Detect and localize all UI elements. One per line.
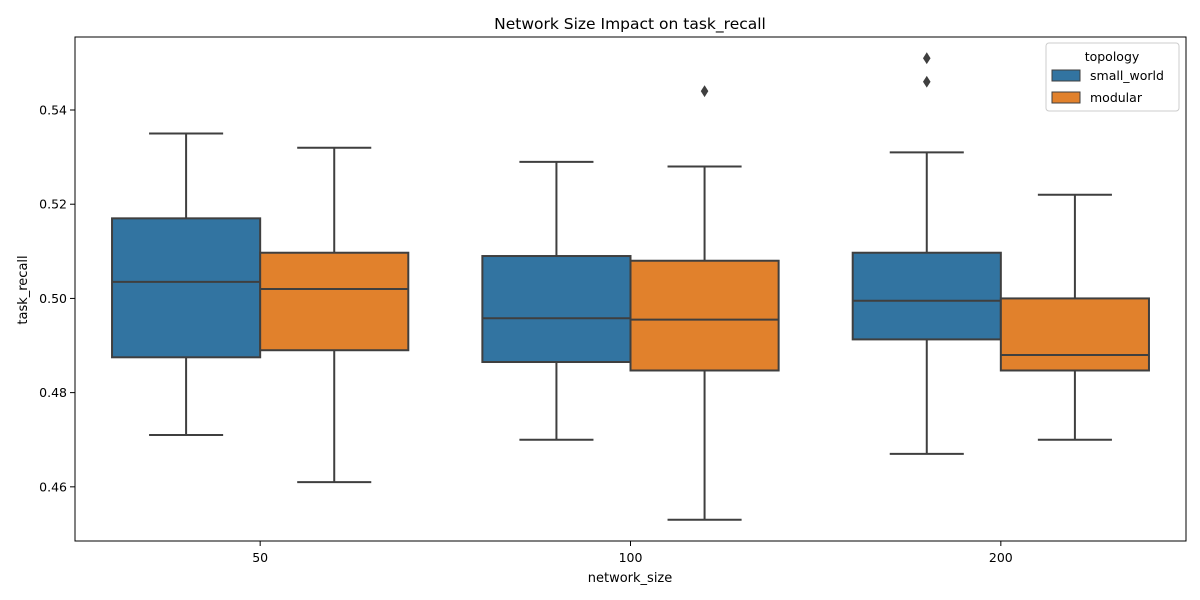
box-group-modular-50 <box>259 146 410 484</box>
y-tick-label: 0.54 <box>39 103 67 118</box>
outlier-point <box>922 75 931 88</box>
box-iqr <box>259 251 410 352</box>
plot-area <box>111 52 1150 521</box>
y-tick-label: 0.46 <box>39 479 67 494</box>
box-iqr <box>111 217 262 359</box>
box-group-small_world-100 <box>481 160 632 441</box>
box-iqr <box>481 255 632 364</box>
box-iqr <box>999 297 1150 372</box>
box-group-modular-200 <box>999 193 1150 441</box>
legend-label-small_world: small_world <box>1090 68 1164 83</box>
legend-label-modular: modular <box>1090 90 1143 105</box>
outlier-point <box>922 52 931 65</box>
y-tick-label: 0.50 <box>39 291 67 306</box>
box-iqr <box>629 259 780 372</box>
box-group-modular-100 <box>629 85 780 521</box>
y-axis-label: task_recall <box>16 255 31 324</box>
x-tick-label: 50 <box>252 550 268 565</box>
legend-swatch-small_world <box>1051 69 1081 82</box>
axes: 0.46 0.48 0.50 0.52 0.54 50 100 200 <box>39 36 1187 565</box>
y-tick-label: 0.52 <box>39 197 67 212</box>
x-tick-label: 100 <box>619 550 643 565</box>
box-group-small_world-50 <box>111 132 262 437</box>
outlier-point <box>700 85 709 98</box>
chart-title: Network Size Impact on task_recall <box>494 15 766 34</box>
legend-swatch-modular <box>1051 91 1081 104</box>
box-group-small_world-200 <box>851 52 1002 455</box>
x-tick-label: 200 <box>989 550 1013 565</box>
box-iqr <box>851 251 1002 341</box>
y-tick-label: 0.48 <box>39 385 67 400</box>
legend-title: topology <box>1085 49 1140 64</box>
x-axis-label: network_size <box>588 571 673 586</box>
